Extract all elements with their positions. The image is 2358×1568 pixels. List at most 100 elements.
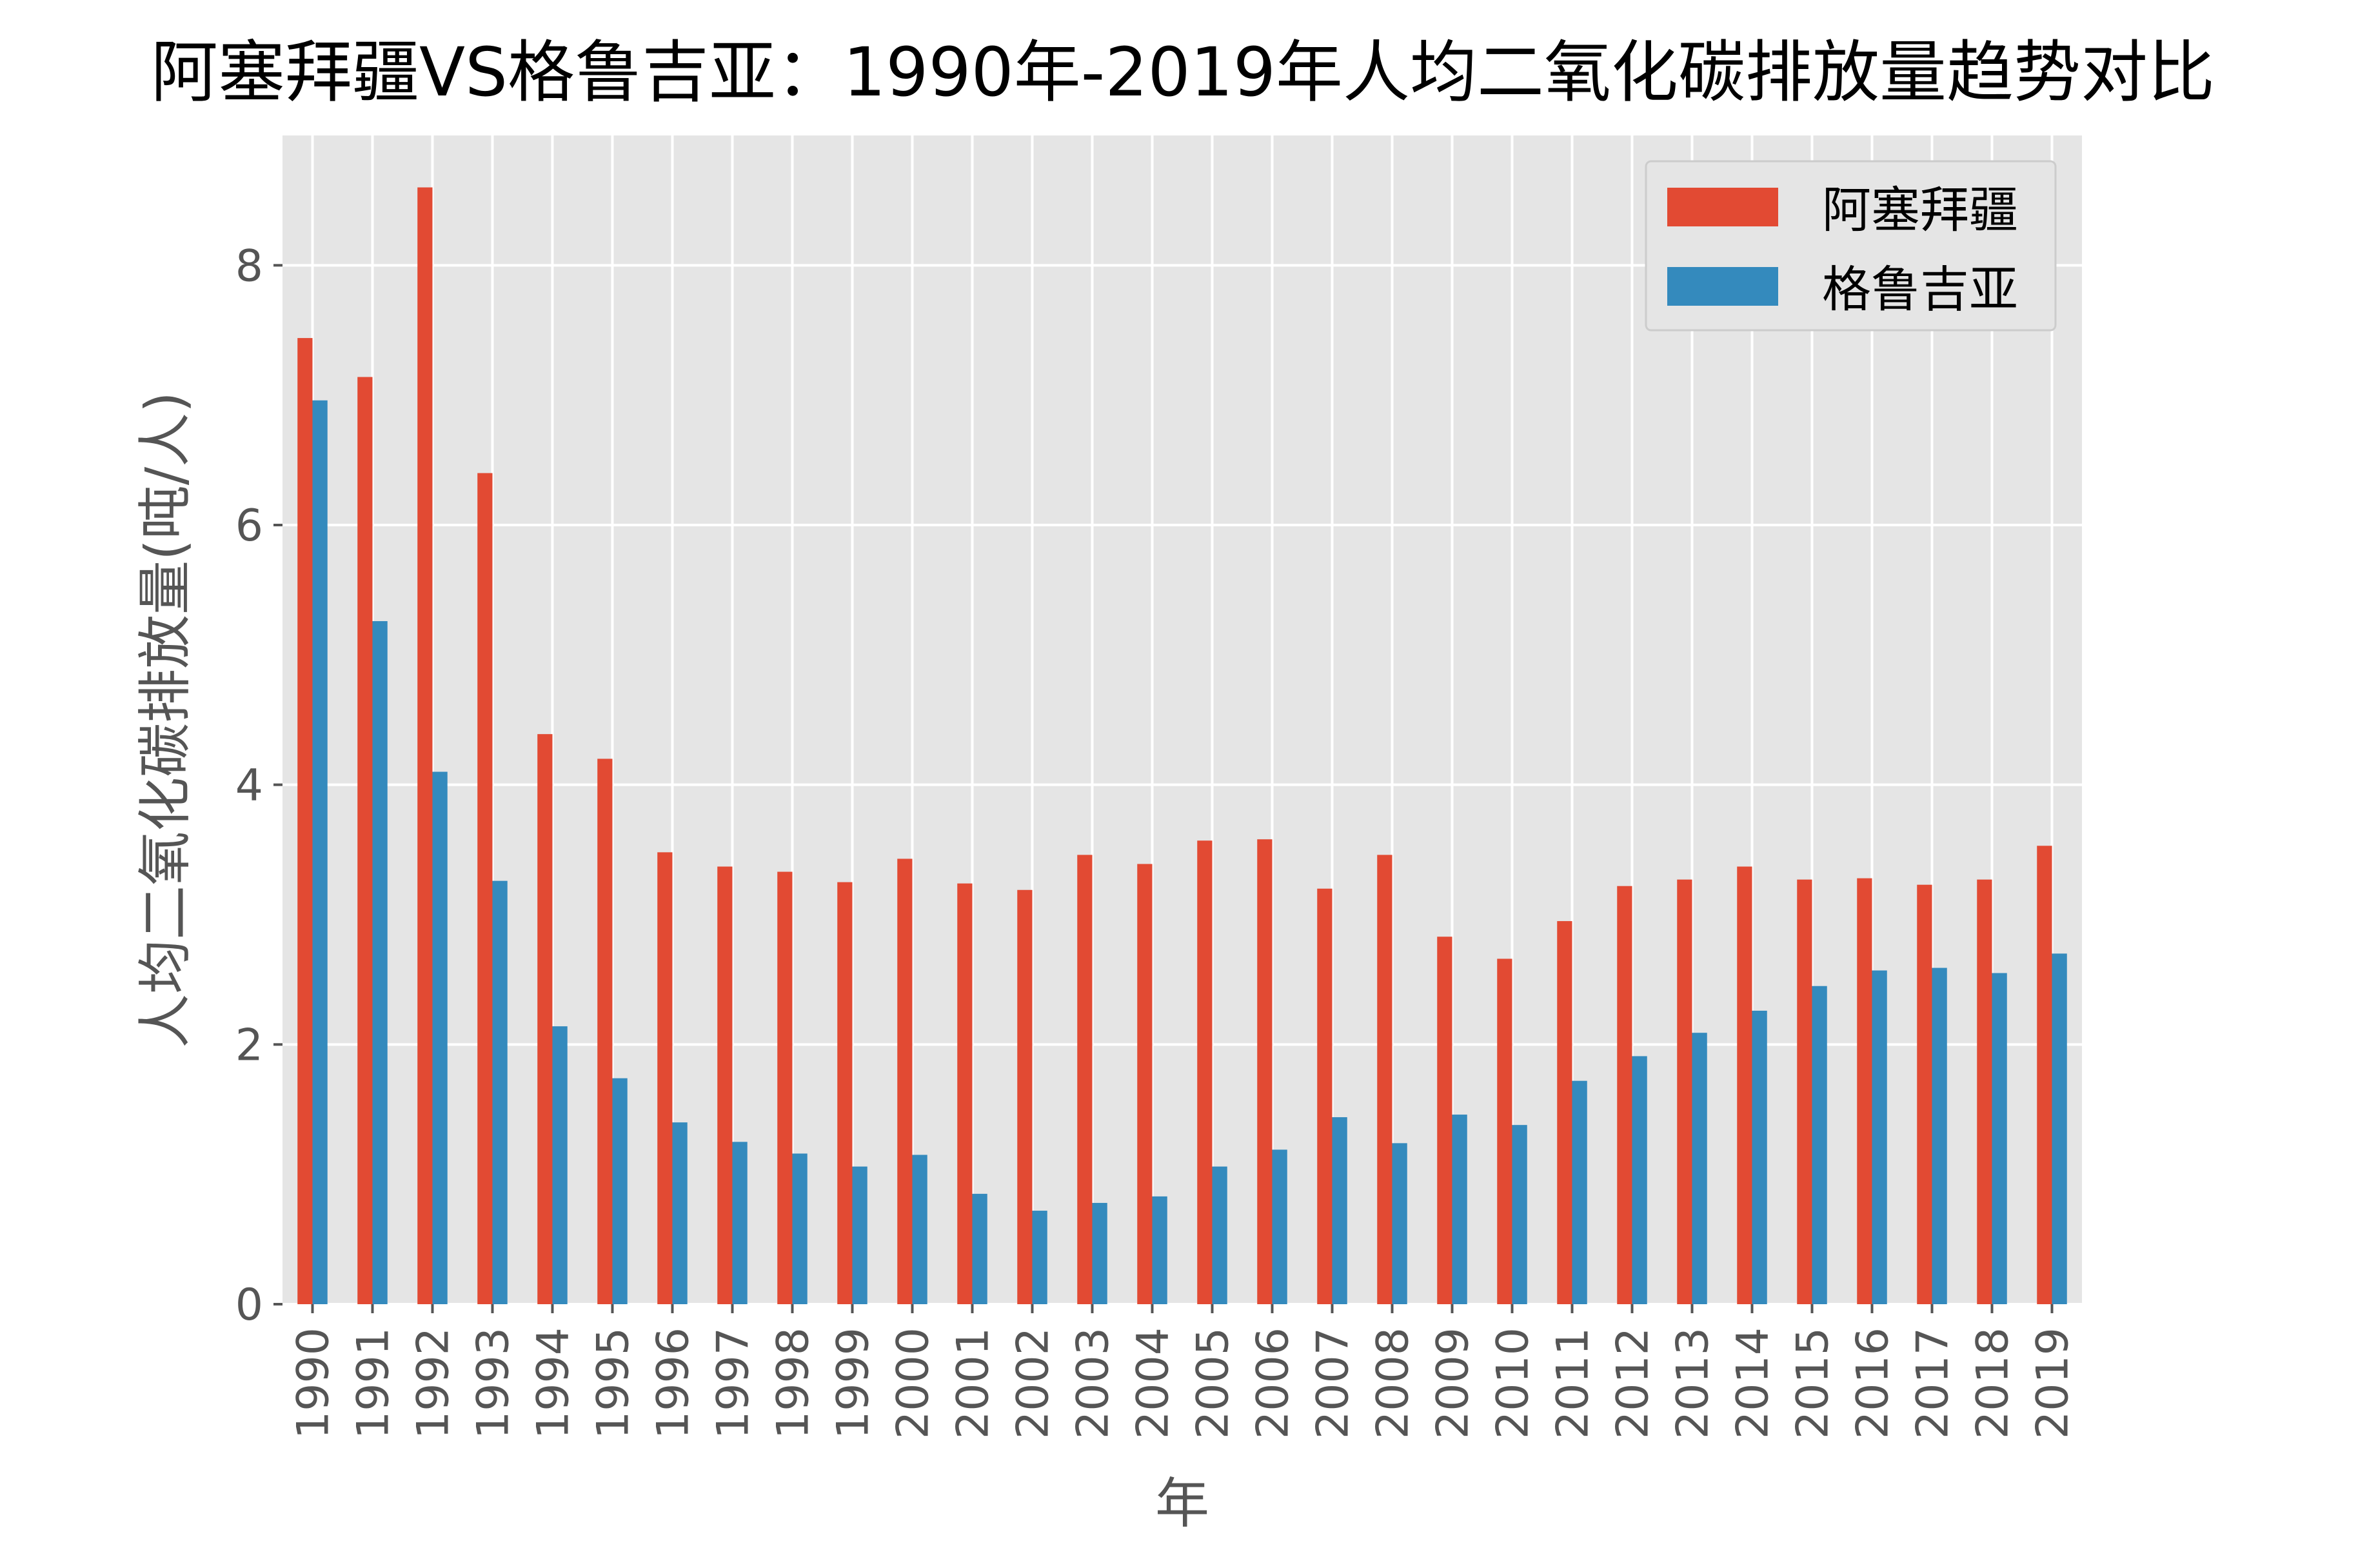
bar-georgia-2019 (2052, 953, 2067, 1304)
x-tick-label: 2004 (1128, 1327, 1179, 1439)
bar-azerbaijan-1990 (297, 338, 313, 1304)
legend-label-georgia: 格鲁吉亚 (1822, 261, 2018, 318)
x-tick-label: 2007 (1308, 1327, 1359, 1439)
bar-georgia-2018 (1992, 973, 2007, 1304)
x-tick-label: 2003 (1068, 1327, 1119, 1439)
bar-georgia-2011 (1572, 1080, 1587, 1304)
chart-title: 阿塞拜疆VS格鲁吉亚：1990年-2019年人均二氧化碳排放量趋势对比 (151, 33, 2215, 112)
bar-azerbaijan-1998 (777, 871, 793, 1304)
bar-georgia-1999 (852, 1166, 867, 1304)
bar-georgia-2009 (1452, 1115, 1467, 1304)
bar-azerbaijan-2010 (1497, 958, 1512, 1304)
x-tick-label: 2018 (1968, 1327, 2019, 1439)
bar-georgia-2005 (1212, 1166, 1227, 1304)
bar-georgia-1995 (612, 1078, 628, 1304)
x-tick-label: 2010 (1488, 1327, 1539, 1439)
bar-azerbaijan-2005 (1197, 840, 1213, 1304)
x-tick-label: 2016 (1848, 1327, 1899, 1439)
bar-azerbaijan-2007 (1317, 888, 1333, 1304)
bar-azerbaijan-1993 (477, 473, 493, 1304)
bar-azerbaijan-1992 (417, 187, 433, 1304)
x-tick-label: 1991 (348, 1327, 399, 1439)
bar-azerbaijan-1997 (717, 866, 733, 1304)
bar-georgia-1997 (732, 1142, 748, 1304)
bar-georgia-2008 (1392, 1143, 1407, 1304)
bar-azerbaijan-2008 (1377, 855, 1392, 1304)
x-tick-label: 2006 (1248, 1327, 1299, 1439)
x-tick-label: 2019 (2028, 1327, 2079, 1439)
x-tick-label: 1998 (768, 1327, 819, 1439)
y-tick-label: 6 (235, 501, 263, 551)
bar-azerbaijan-1991 (357, 377, 373, 1304)
bar-georgia-2007 (1332, 1117, 1347, 1304)
bars (297, 187, 2067, 1304)
bar-georgia-1993 (492, 880, 508, 1304)
bar-azerbaijan-2001 (957, 883, 973, 1304)
legend-swatch-azerbaijan (1667, 188, 1778, 226)
bar-georgia-2010 (1512, 1125, 1527, 1304)
bar-azerbaijan-1994 (537, 734, 553, 1304)
y-tick-label: 4 (235, 760, 263, 811)
bar-azerbaijan-2016 (1857, 878, 1872, 1304)
y-axis-label: 人均二氧化碳排放量(吨/人) (134, 392, 197, 1048)
x-tick-label: 1994 (528, 1327, 579, 1439)
y-tick-label: 2 (235, 1020, 263, 1071)
bar-azerbaijan-2000 (897, 858, 913, 1304)
bar-georgia-1994 (552, 1026, 568, 1304)
bar-azerbaijan-2009 (1437, 937, 1452, 1304)
bar-georgia-2001 (972, 1193, 987, 1304)
x-tick-label: 2015 (1788, 1327, 1839, 1439)
x-tick-label: 2001 (948, 1327, 999, 1439)
bar-georgia-1996 (672, 1122, 688, 1304)
bar-georgia-2004 (1152, 1196, 1167, 1304)
y-tick-label: 0 (235, 1280, 263, 1331)
bar-georgia-2003 (1092, 1202, 1107, 1304)
legend-label-azerbaijan: 阿塞拜疆 (1822, 181, 2018, 239)
bar-azerbaijan-2015 (1797, 879, 1812, 1304)
bar-azerbaijan-2014 (1737, 866, 1752, 1304)
legend-swatch-georgia (1667, 267, 1778, 306)
bar-azerbaijan-2013 (1677, 879, 1692, 1304)
bar-georgia-1998 (792, 1153, 807, 1304)
x-tick-label: 1995 (588, 1327, 639, 1439)
bar-georgia-2014 (1752, 1010, 1767, 1304)
bar-azerbaijan-2019 (2037, 846, 2052, 1304)
x-tick-label: 2000 (888, 1327, 939, 1439)
x-tick-label: 2005 (1188, 1327, 1239, 1439)
x-axis-label: 年 (1155, 1472, 1209, 1535)
x-tick-label: 2009 (1428, 1327, 1479, 1439)
bar-georgia-2017 (1932, 968, 1947, 1304)
bar-azerbaijan-2002 (1017, 889, 1033, 1304)
bar-azerbaijan-2003 (1077, 855, 1093, 1304)
bar-azerbaijan-2017 (1917, 884, 1932, 1304)
bar-azerbaijan-2018 (1977, 879, 1992, 1304)
x-tick-label: 1996 (648, 1327, 699, 1439)
bar-georgia-1991 (372, 620, 388, 1304)
bar-azerbaijan-2011 (1557, 921, 1572, 1304)
x-tick-label: 1993 (468, 1327, 519, 1439)
x-tick-label: 2014 (1728, 1327, 1779, 1439)
bar-azerbaijan-1996 (657, 852, 673, 1304)
x-tick-label: 2002 (1008, 1327, 1059, 1439)
bar-georgia-1992 (432, 771, 448, 1304)
x-tick-label: 2011 (1548, 1327, 1599, 1439)
bar-azerbaijan-1995 (597, 759, 613, 1304)
bar-georgia-2002 (1032, 1211, 1047, 1304)
bar-georgia-2000 (912, 1155, 927, 1304)
bar-georgia-2015 (1812, 986, 1827, 1304)
x-tick-label: 2013 (1668, 1327, 1719, 1439)
x-tick-label: 2008 (1368, 1327, 1419, 1439)
bar-azerbaijan-2006 (1257, 839, 1273, 1304)
bar-azerbaijan-1999 (837, 882, 853, 1304)
x-tick-label: 1990 (288, 1327, 339, 1439)
bar-georgia-2006 (1272, 1149, 1287, 1304)
x-tick-label: 2012 (1608, 1327, 1659, 1439)
x-tick-label: 1999 (828, 1327, 879, 1439)
bar-azerbaijan-2004 (1137, 864, 1153, 1304)
bar-georgia-2016 (1872, 970, 1887, 1304)
bar-georgia-1990 (312, 400, 328, 1304)
bar-georgia-2013 (1692, 1033, 1707, 1304)
x-tick-label: 1997 (708, 1327, 759, 1439)
